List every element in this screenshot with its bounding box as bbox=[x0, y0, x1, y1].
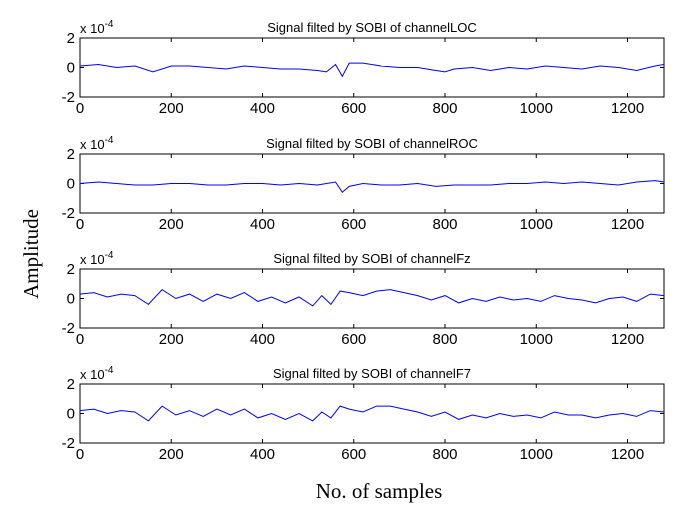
x-tick-label: 1200 bbox=[611, 446, 644, 463]
subplot-title: Signal filted by SOBI of channelROC bbox=[266, 136, 478, 151]
x-tick-label: 800 bbox=[432, 100, 457, 117]
y-tick-label: -2 bbox=[62, 435, 75, 452]
axes-box bbox=[79, 383, 665, 444]
y-tick-label: 0 bbox=[67, 406, 75, 423]
subplot-title: Signal filted by SOBI of channelLOC bbox=[267, 20, 477, 35]
x-tick-label: 1200 bbox=[611, 216, 644, 233]
x-tick-label: 800 bbox=[432, 216, 457, 233]
y-multiplier: x 10-4 bbox=[80, 365, 114, 382]
y-tick-label: -2 bbox=[62, 320, 75, 337]
y-tick-label: 2 bbox=[67, 146, 75, 163]
x-axis-label: No. of samples bbox=[316, 479, 443, 503]
x-tick-label: 400 bbox=[250, 446, 275, 463]
x-tick-label: 400 bbox=[250, 100, 275, 117]
subplot-3: Signal filted by SOBI of channelFz x 10-4… bbox=[62, 250, 665, 348]
subplot-title: Signal filted by SOBI of channelF7 bbox=[273, 366, 471, 381]
axes-box bbox=[79, 268, 665, 329]
x-tick-label: 200 bbox=[159, 331, 184, 348]
y-tick-label: 0 bbox=[67, 60, 75, 77]
y-tick-label: 2 bbox=[67, 376, 75, 393]
y-multiplier-exponent: -4 bbox=[105, 250, 114, 261]
y-multiplier: x 10-4 bbox=[80, 19, 114, 36]
x-tick-label: 1000 bbox=[520, 446, 553, 463]
y-tick-label: 0 bbox=[67, 291, 75, 308]
subplot-1: Signal filted by SOBI of channelLOC x 10-… bbox=[62, 19, 665, 117]
x-tick-label: 1000 bbox=[520, 216, 553, 233]
x-tick-label: 1200 bbox=[611, 100, 644, 117]
subplots: Signal filted by SOBI of channelLOC x 10-… bbox=[62, 19, 665, 463]
signal-line bbox=[79, 62, 665, 78]
y-tick-label: -2 bbox=[62, 89, 75, 106]
x-tick-label: 400 bbox=[250, 216, 275, 233]
subplot-4: Signal filted by SOBI of channelF7 x 10-4… bbox=[62, 365, 665, 463]
x-tick-label: 800 bbox=[432, 446, 457, 463]
x-tick-label: 600 bbox=[341, 331, 366, 348]
signal-line bbox=[79, 180, 665, 194]
subplot-title: Signal filted by SOBI of channelFz bbox=[273, 251, 470, 266]
y-multiplier-exponent: -4 bbox=[105, 365, 114, 376]
x-tick-label: 600 bbox=[341, 446, 366, 463]
y-tick-label: -2 bbox=[62, 205, 75, 222]
subplot-2: Signal filted by SOBI of channelROC x 10-… bbox=[62, 135, 665, 233]
y-tick-label: 2 bbox=[67, 30, 75, 47]
x-tick-label: 200 bbox=[159, 100, 184, 117]
x-tick-label: 600 bbox=[341, 216, 366, 233]
x-tick-label: 1200 bbox=[611, 331, 644, 348]
y-multiplier: x 10-4 bbox=[80, 135, 114, 152]
y-multiplier-exponent: -4 bbox=[105, 19, 114, 30]
x-tick-label: 400 bbox=[250, 331, 275, 348]
x-tick-label: 200 bbox=[159, 446, 184, 463]
x-tick-label: 600 bbox=[341, 100, 366, 117]
signal-line bbox=[79, 288, 665, 307]
y-tick-label: 0 bbox=[67, 176, 75, 193]
x-tick-label: 1000 bbox=[520, 331, 553, 348]
y-axis-label: Amplitude bbox=[19, 209, 43, 299]
x-tick-label: 800 bbox=[432, 331, 457, 348]
y-multiplier: x 10-4 bbox=[80, 250, 114, 267]
x-tick-label: 1000 bbox=[520, 100, 553, 117]
x-tick-label: 0 bbox=[76, 446, 84, 463]
y-tick-label: 2 bbox=[67, 261, 75, 278]
x-tick-label: 200 bbox=[159, 216, 184, 233]
x-tick-label: 0 bbox=[76, 331, 84, 348]
x-tick-label: 0 bbox=[76, 100, 84, 117]
y-multiplier-exponent: -4 bbox=[105, 135, 114, 146]
x-tick-label: 0 bbox=[76, 216, 84, 233]
signal-line bbox=[79, 405, 665, 422]
